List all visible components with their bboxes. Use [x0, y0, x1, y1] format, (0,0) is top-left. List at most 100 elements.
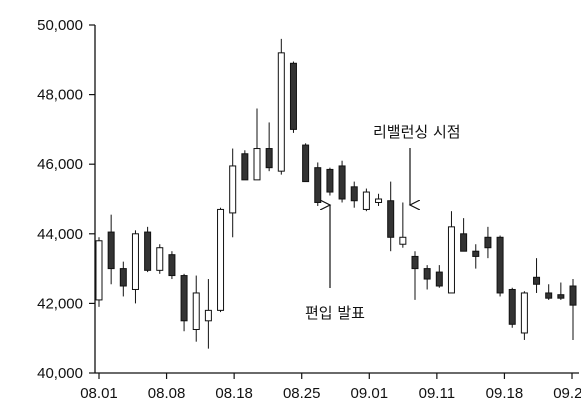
candle — [156, 244, 164, 274]
candle-body-down — [557, 294, 565, 299]
candle-body-up — [375, 198, 383, 203]
y-tick-label: 46,000 — [37, 156, 83, 173]
candle — [557, 282, 565, 300]
candle — [533, 258, 541, 293]
candle-body-up — [362, 191, 370, 210]
candle — [484, 226, 492, 259]
candle — [423, 265, 431, 290]
candle — [375, 193, 383, 206]
candle-body-down — [314, 167, 322, 203]
candle-body-down — [180, 275, 188, 322]
candle — [435, 265, 443, 288]
candle — [545, 284, 553, 300]
candle-body-down — [533, 276, 541, 285]
candle — [131, 230, 139, 304]
candle — [95, 237, 103, 307]
candle — [338, 160, 346, 203]
candle-body-down — [484, 236, 492, 249]
x-tick-label: 09.25 — [553, 385, 581, 402]
candle — [460, 218, 468, 252]
candle — [253, 108, 261, 181]
candle-body-down — [144, 231, 152, 271]
candle-body-down — [387, 200, 395, 238]
candle-body-down — [338, 165, 346, 200]
candle-body-down — [569, 285, 577, 306]
x-tick-label: 09.11 — [419, 385, 455, 402]
candle — [411, 251, 419, 300]
candle-body-down — [496, 236, 504, 294]
candle — [350, 181, 358, 208]
candle-body-down — [168, 254, 176, 277]
candles — [95, 38, 577, 349]
candle-body-down — [107, 231, 115, 270]
candle — [508, 287, 516, 328]
x-tick-label: 08.01 — [80, 385, 118, 402]
candle-body-up — [95, 240, 103, 301]
candle — [399, 202, 407, 248]
candle-body-down — [241, 153, 249, 181]
candle-body-up — [399, 236, 407, 245]
candle — [204, 279, 212, 349]
candle — [289, 61, 297, 133]
candle-body-up — [447, 226, 455, 294]
candle-body-down — [508, 288, 516, 325]
candle-body-down — [423, 268, 431, 280]
candle-body-down — [289, 62, 297, 130]
y-tick-label: 48,000 — [37, 87, 83, 104]
candle-body-down — [265, 148, 273, 169]
x-tick-label: 09.18 — [486, 385, 524, 402]
candle — [144, 226, 152, 273]
candle-body-down — [460, 233, 468, 252]
candle-body-up — [229, 165, 237, 214]
candle-body-up — [131, 233, 139, 290]
candle — [387, 181, 395, 252]
candle-body-down — [472, 250, 480, 257]
candle-body-up — [520, 292, 528, 334]
candle-body-up — [253, 148, 261, 181]
candle — [472, 244, 480, 269]
y-tick-label: 50,000 — [37, 17, 83, 34]
candle-body-down — [119, 268, 127, 287]
candle — [496, 235, 504, 297]
candle — [241, 150, 249, 181]
candle — [168, 251, 176, 280]
candle — [302, 143, 310, 183]
y-tick-label: 42,000 — [37, 295, 83, 312]
candle-body-down — [545, 292, 553, 299]
candle-body-up — [156, 247, 164, 271]
x-tick-label: 08.08 — [148, 385, 186, 402]
annotation-inclusion: 편입 발표 — [305, 304, 365, 322]
candle — [192, 275, 200, 342]
x-tick-label: 09.01 — [351, 385, 389, 402]
candle-body-up — [204, 309, 212, 322]
candle — [569, 279, 577, 340]
x-tick-label: 08.18 — [215, 385, 253, 402]
candle — [326, 167, 334, 196]
y-tick-label: 44,000 — [37, 226, 83, 243]
candle-body-up — [217, 208, 225, 311]
candle — [447, 211, 455, 294]
candle-body-down — [350, 186, 358, 202]
candle — [119, 261, 127, 297]
candle-body-down — [326, 168, 334, 193]
candle-body-down — [302, 144, 310, 183]
candle — [180, 273, 188, 332]
candle-body-up — [277, 52, 285, 172]
candle-body-down — [411, 255, 419, 270]
candle — [520, 291, 528, 340]
candle-body-up — [192, 292, 200, 330]
candle — [362, 188, 370, 212]
candle — [229, 148, 237, 238]
candle — [107, 214, 115, 285]
y-tick-label: 40,000 — [37, 365, 83, 382]
candle — [265, 122, 273, 172]
annotation-rebalancing: 리밸런싱 시점 — [373, 123, 461, 141]
candle — [217, 207, 225, 313]
candle-body-down — [435, 271, 443, 287]
candle — [277, 38, 285, 175]
x-tick-label: 08.25 — [283, 385, 321, 402]
axes: 40,000 42,000 44,000 46,000 48,000 50,000 08.0… — [37, 17, 581, 402]
